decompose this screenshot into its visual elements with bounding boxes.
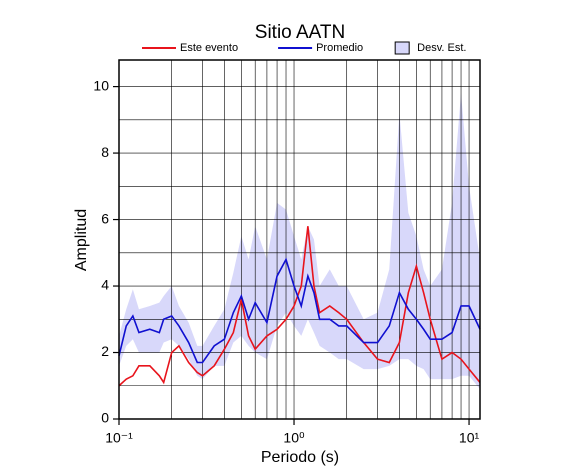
y-axis-label: Amplitud <box>73 209 90 271</box>
series-line <box>118 226 481 387</box>
y-tick-label: 4 <box>101 277 109 293</box>
chart-title: Sitio AATN <box>255 22 345 43</box>
plot-frame <box>118 59 481 420</box>
legend-label: Este evento <box>180 42 238 54</box>
legend-label: Promedio <box>316 42 363 54</box>
series-line <box>118 257 481 364</box>
y-tick-label: 0 <box>101 410 109 426</box>
legend-swatch <box>394 41 410 55</box>
std-band <box>119 93 480 390</box>
legend-label: Desv. Est. <box>417 42 466 54</box>
y-tick-label: 6 <box>101 210 109 226</box>
x-axis-label: Periodo (s) <box>261 449 339 466</box>
x-tick-label: 10⁰ <box>283 430 305 446</box>
y-tick-label: 2 <box>101 343 109 359</box>
y-tick-label: 10 <box>93 77 109 93</box>
x-tick-label: 10⁻¹ <box>105 430 133 446</box>
x-tick-label: 10¹ <box>459 430 480 446</box>
y-tick-label: 8 <box>101 144 109 160</box>
